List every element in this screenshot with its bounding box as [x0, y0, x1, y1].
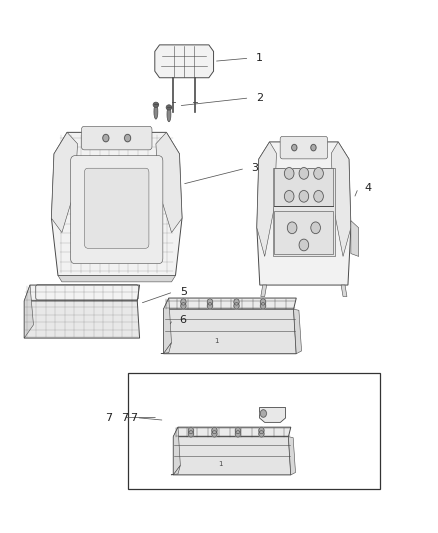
Circle shape	[292, 144, 297, 151]
Text: 1: 1	[218, 462, 223, 467]
Circle shape	[234, 299, 239, 305]
Circle shape	[259, 431, 264, 437]
Circle shape	[260, 410, 266, 417]
Text: 6: 6	[180, 314, 187, 325]
Circle shape	[207, 299, 212, 305]
Polygon shape	[24, 285, 33, 338]
Polygon shape	[173, 437, 291, 475]
Text: 7: 7	[121, 413, 128, 423]
Circle shape	[299, 239, 309, 251]
Circle shape	[259, 427, 264, 434]
Polygon shape	[171, 465, 180, 475]
Ellipse shape	[154, 104, 158, 119]
Circle shape	[212, 427, 217, 434]
Text: 2: 2	[256, 93, 263, 103]
Polygon shape	[24, 285, 140, 301]
Bar	[275, 211, 333, 254]
Polygon shape	[51, 132, 182, 276]
Polygon shape	[261, 285, 267, 296]
Text: 4: 4	[365, 183, 372, 193]
Text: 7: 7	[130, 413, 137, 423]
Polygon shape	[163, 298, 171, 354]
Circle shape	[287, 222, 297, 233]
Polygon shape	[293, 309, 301, 354]
Bar	[275, 168, 333, 206]
Ellipse shape	[167, 107, 171, 122]
FancyBboxPatch shape	[85, 168, 149, 248]
FancyBboxPatch shape	[81, 126, 152, 150]
Circle shape	[212, 431, 217, 437]
Circle shape	[181, 303, 186, 309]
Circle shape	[188, 431, 194, 437]
Polygon shape	[257, 142, 351, 285]
Polygon shape	[163, 298, 296, 309]
Polygon shape	[173, 427, 291, 437]
Circle shape	[261, 303, 266, 309]
Circle shape	[103, 134, 109, 142]
Circle shape	[299, 190, 309, 202]
Bar	[272, 168, 335, 256]
Polygon shape	[331, 142, 351, 256]
Polygon shape	[161, 343, 171, 354]
Text: 5: 5	[180, 287, 187, 297]
Bar	[127, 373, 380, 489]
Polygon shape	[51, 132, 78, 232]
FancyBboxPatch shape	[280, 136, 328, 159]
Circle shape	[299, 167, 309, 179]
FancyBboxPatch shape	[71, 156, 163, 264]
Ellipse shape	[166, 105, 172, 110]
Polygon shape	[289, 437, 296, 475]
Circle shape	[314, 190, 323, 202]
Text: 1: 1	[214, 338, 219, 344]
Text: 7: 7	[105, 413, 113, 423]
Circle shape	[234, 303, 239, 309]
Circle shape	[235, 431, 240, 437]
Circle shape	[124, 134, 131, 142]
Circle shape	[284, 167, 294, 179]
Circle shape	[314, 167, 323, 179]
Circle shape	[207, 303, 212, 309]
Circle shape	[188, 427, 194, 434]
Polygon shape	[257, 142, 276, 256]
Text: 3: 3	[252, 164, 259, 173]
Circle shape	[181, 299, 186, 305]
Polygon shape	[351, 221, 359, 256]
Circle shape	[311, 222, 321, 233]
Text: 1: 1	[256, 53, 263, 63]
Polygon shape	[155, 45, 214, 78]
Polygon shape	[173, 427, 180, 475]
Polygon shape	[163, 309, 296, 354]
Circle shape	[311, 144, 316, 151]
Polygon shape	[156, 132, 182, 232]
Polygon shape	[58, 276, 176, 282]
Circle shape	[284, 190, 294, 202]
Polygon shape	[259, 408, 286, 422]
Polygon shape	[24, 301, 140, 338]
Ellipse shape	[153, 102, 159, 108]
Circle shape	[235, 427, 240, 434]
Polygon shape	[341, 285, 347, 296]
Circle shape	[261, 299, 266, 305]
